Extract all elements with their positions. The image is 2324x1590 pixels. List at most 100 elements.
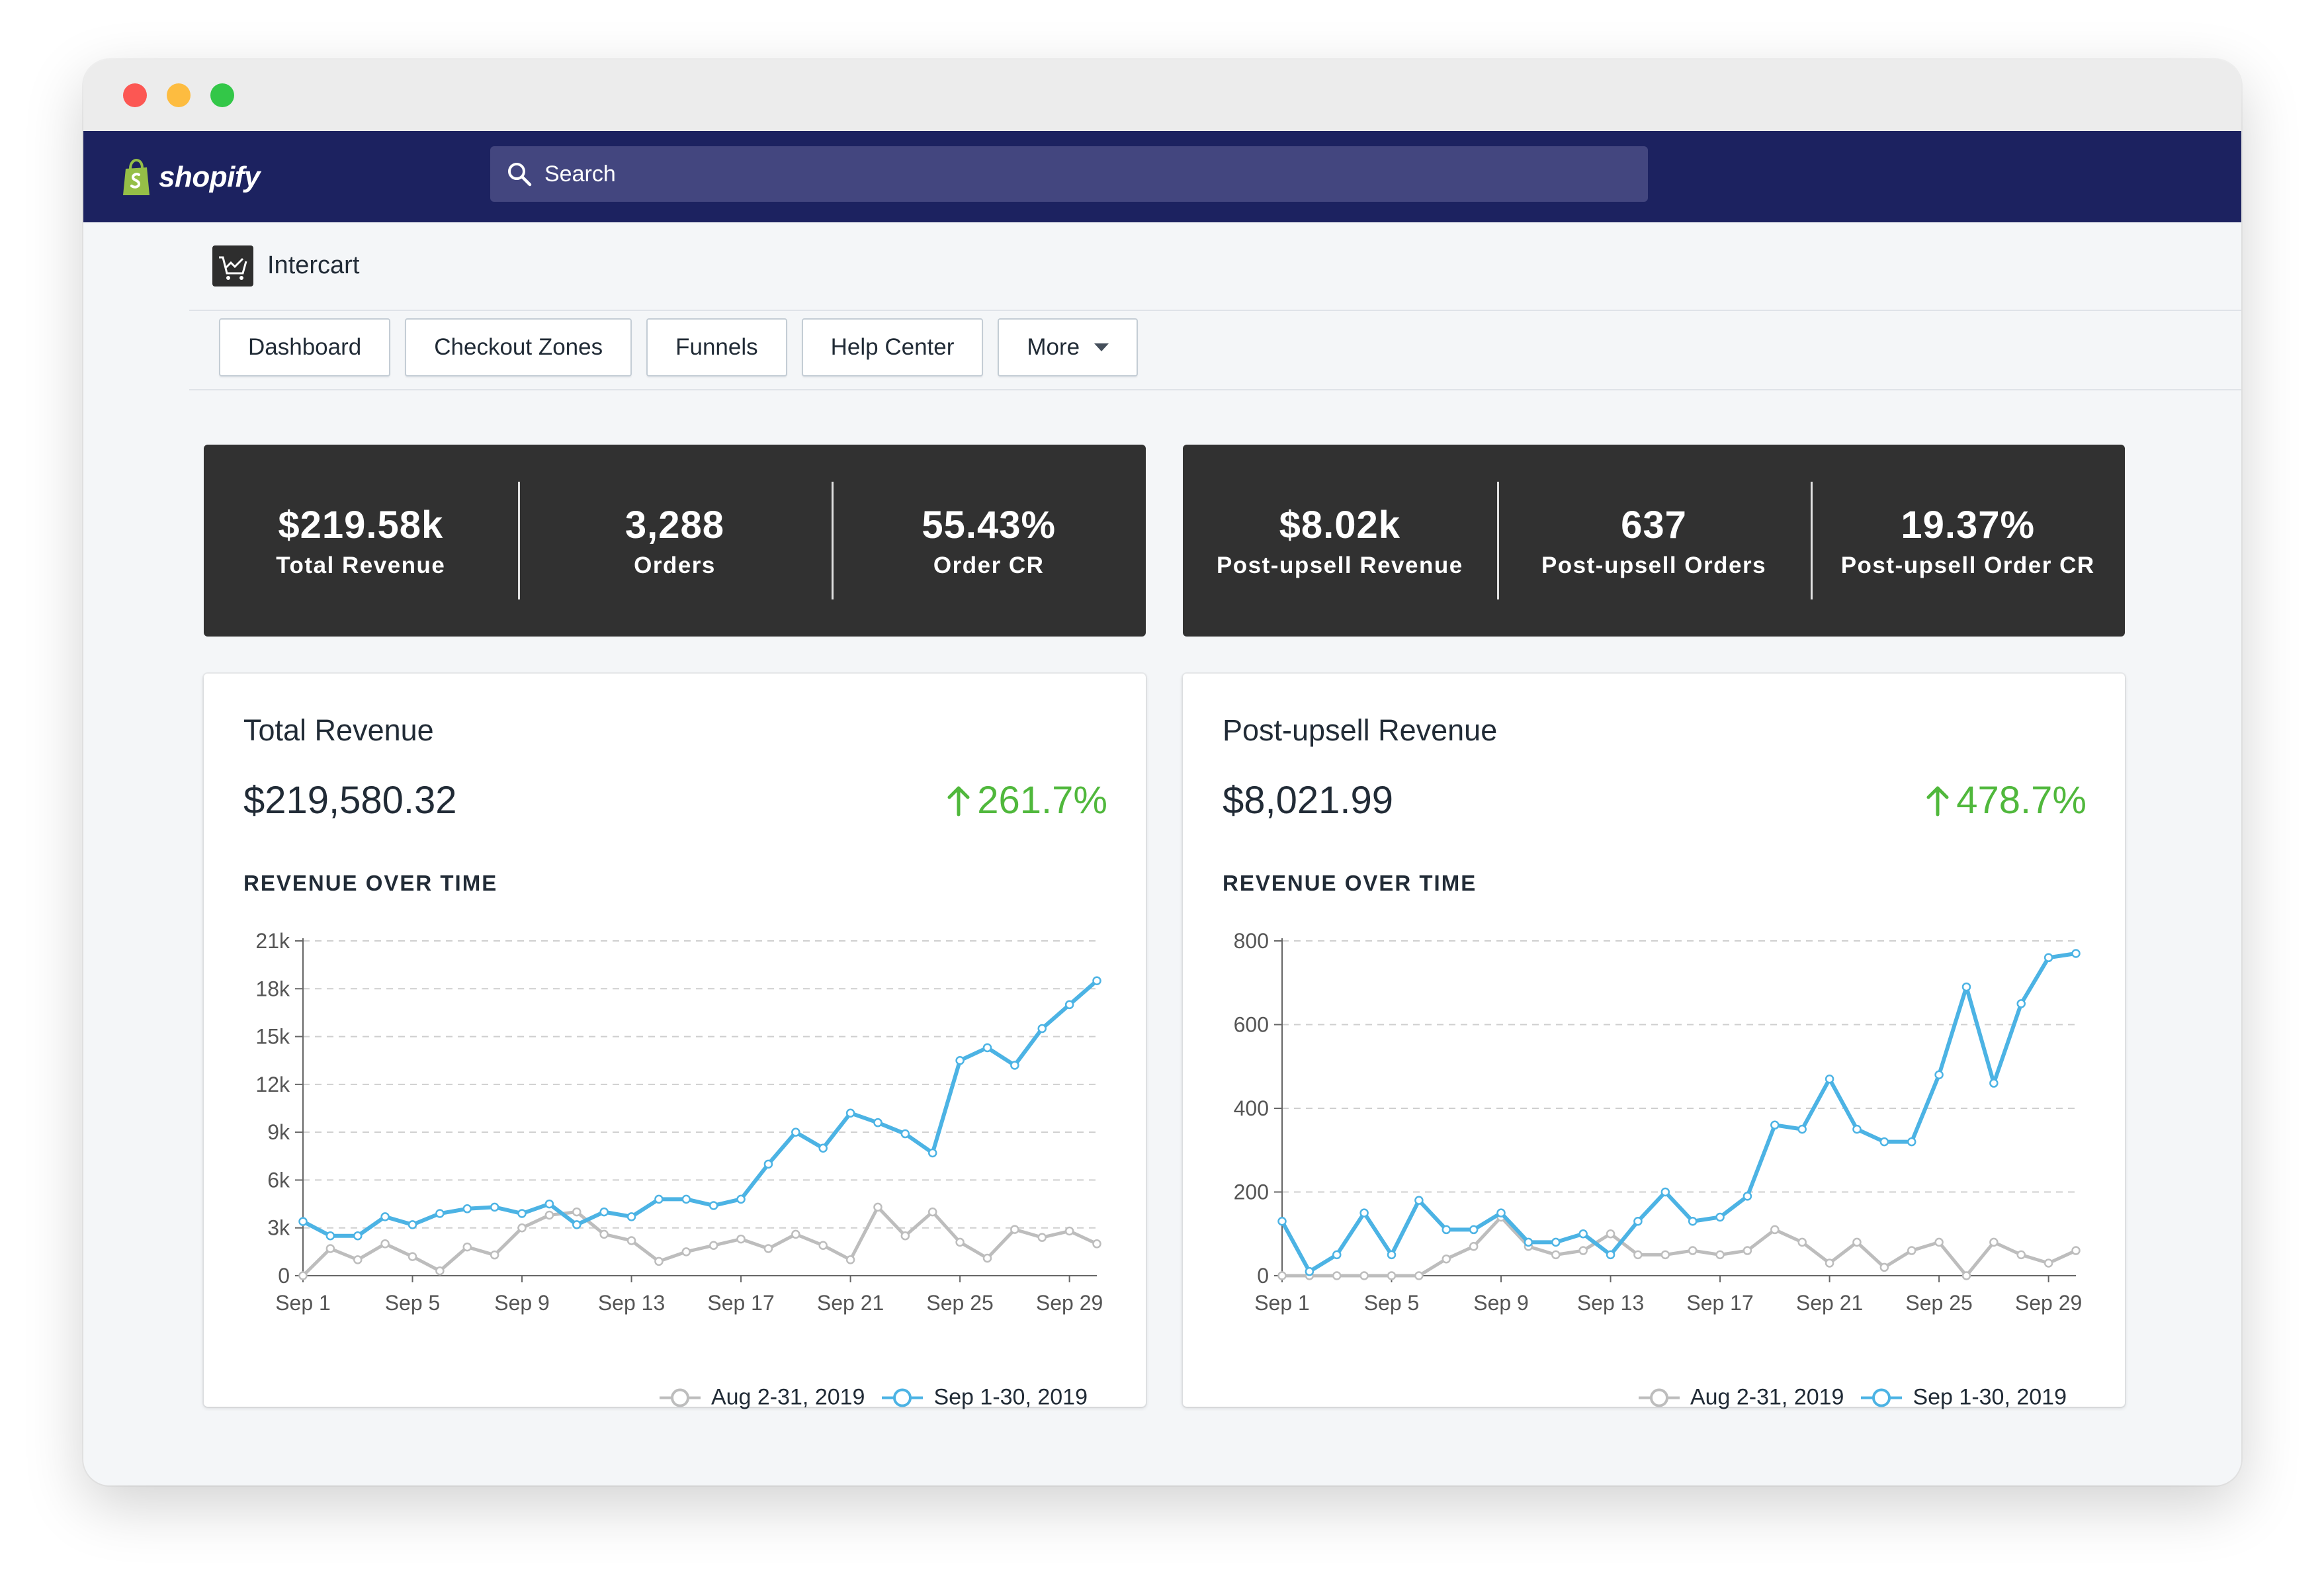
y-tick-label: 0 <box>1257 1264 1269 1288</box>
data-point <box>572 1220 581 1229</box>
data-point <box>1469 1241 1479 1251</box>
x-tick-label: Sep 13 <box>1577 1291 1644 1315</box>
data-point <box>681 1247 691 1257</box>
data-point <box>2016 999 2026 1008</box>
data-point <box>1010 1061 1019 1070</box>
data-point <box>353 1255 363 1264</box>
data-point <box>1305 1266 1314 1276</box>
data-point <box>1606 1229 1615 1239</box>
card-title: Total Revenue <box>243 713 434 747</box>
data-point <box>1387 1271 1397 1280</box>
data-point <box>490 1250 499 1260</box>
x-tick-label: Sep 13 <box>598 1291 665 1315</box>
data-point <box>955 1237 965 1247</box>
data-point <box>1633 1250 1643 1260</box>
minimize-window-button[interactable] <box>167 83 191 107</box>
data-point <box>1825 1259 1834 1268</box>
maximize-window-button[interactable] <box>210 83 234 107</box>
legend-item[interactable]: Aug 2-31, 2019 <box>1637 1385 1844 1411</box>
y-tick-label: 6k <box>267 1168 290 1192</box>
data-point <box>763 1244 773 1253</box>
data-point <box>654 1257 664 1266</box>
data-point <box>2071 1246 2081 1255</box>
x-tick-label: Sep 17 <box>707 1291 774 1315</box>
nav-help-center-button[interactable]: Help Center <box>801 318 984 376</box>
shopping-bag-icon <box>123 158 150 195</box>
data-point <box>1551 1250 1561 1260</box>
nav-more-label: More <box>1027 334 1080 360</box>
legend-item[interactable]: Aug 2-31, 2019 <box>658 1385 865 1411</box>
data-point <box>1633 1217 1643 1226</box>
data-point <box>2071 949 2081 958</box>
arrow-up-icon <box>947 786 970 816</box>
data-point <box>462 1242 472 1252</box>
card-delta-value: 261.7% <box>977 779 1107 822</box>
data-point <box>1469 1225 1479 1235</box>
app-nav: Dashboard Checkout Zones Funnels Help Ce… <box>219 318 1152 376</box>
data-point <box>1688 1217 1698 1226</box>
data-point <box>2044 953 2053 963</box>
data-point <box>818 1143 828 1153</box>
data-point <box>1879 1262 1889 1272</box>
data-point <box>626 1236 636 1245</box>
data-point <box>626 1212 636 1221</box>
stat-post-upsell-orders: 637 Post-upsell Orders <box>1496 445 1811 637</box>
nav-funnels-button[interactable]: Funnels <box>646 318 787 376</box>
app-name[interactable]: Intercart <box>267 251 360 279</box>
nav-checkout-zones-button[interactable]: Checkout Zones <box>405 318 632 376</box>
data-point <box>1578 1229 1588 1239</box>
data-point <box>490 1202 499 1212</box>
data-point <box>1387 1250 1397 1260</box>
post-upsell-revenue-card: Post-upsell Revenue $8,021.99 478.7% REV… <box>1183 674 2125 1410</box>
x-tick-label: Sep 29 <box>1036 1291 1103 1315</box>
data-point <box>1414 1196 1424 1205</box>
card-amount: $8,021.99 <box>1223 779 1394 822</box>
x-tick-label: Sep 29 <box>2015 1291 2082 1315</box>
data-point <box>1907 1137 1916 1147</box>
data-point <box>927 1148 937 1158</box>
data-point <box>845 1108 855 1118</box>
data-point <box>1852 1237 1862 1247</box>
stat-value: 55.43% <box>922 503 1056 547</box>
data-point <box>1442 1254 1451 1264</box>
data-point <box>1064 1000 1074 1010</box>
x-tick-label: Sep 21 <box>817 1291 884 1315</box>
x-tick-label: Sep 9 <box>1473 1291 1529 1315</box>
intercart-app-icon <box>212 245 253 287</box>
caret-down-icon <box>1094 343 1109 351</box>
data-point <box>1359 1271 1369 1280</box>
nav-dashboard-button[interactable]: Dashboard <box>219 318 391 376</box>
search-placeholder: Search <box>544 161 616 187</box>
legend-item[interactable]: Sep 1-30, 2019 <box>881 1385 1088 1411</box>
nav-more-button[interactable]: More <box>998 318 1139 376</box>
data-point <box>435 1266 445 1276</box>
y-tick-label: 200 <box>1234 1180 1269 1204</box>
data-point <box>408 1220 417 1229</box>
stat-label: Post-upsell Revenue <box>1216 552 1463 578</box>
data-point <box>1907 1246 1916 1255</box>
x-tick-label: Sep 5 <box>1364 1291 1420 1315</box>
data-point <box>1524 1237 1533 1247</box>
x-tick-label: Sep 17 <box>1686 1291 1753 1315</box>
data-point <box>763 1159 773 1169</box>
stat-label: Post-upsell Orders <box>1541 552 1767 578</box>
summary-stats-left: $219.58k Total Revenue 3,288 Orders 55.4… <box>204 445 1146 637</box>
legend-item[interactable]: Sep 1-30, 2019 <box>1860 1385 2067 1411</box>
data-point <box>353 1231 363 1241</box>
shopify-logo[interactable]: shopify <box>120 157 260 197</box>
stat-orders: 3,288 Orders <box>517 445 832 637</box>
stat-value: 3,288 <box>624 503 725 547</box>
data-point <box>1743 1246 1752 1255</box>
y-tick-label: 600 <box>1234 1013 1269 1037</box>
series-line <box>301 979 1099 1238</box>
data-point <box>2044 1259 2053 1268</box>
data-point <box>873 1118 882 1127</box>
card-title: Post-upsell Revenue <box>1223 713 1498 747</box>
series-line <box>301 1205 1099 1278</box>
data-point <box>599 1207 609 1217</box>
data-point <box>298 1217 308 1226</box>
data-point <box>1770 1225 1780 1235</box>
close-window-button[interactable] <box>123 83 147 107</box>
data-point <box>1496 1208 1506 1217</box>
search-input[interactable]: Search <box>490 146 1648 202</box>
